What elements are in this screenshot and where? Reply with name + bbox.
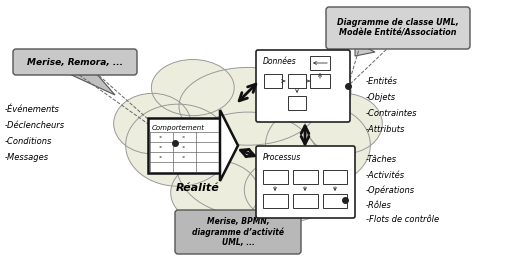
Text: Merise, BPMN,
diagramme d’activité
UML, ...: Merise, BPMN, diagramme d’activité UML, … [192,217,284,247]
Text: -Contraintes: -Contraintes [366,109,417,118]
Ellipse shape [114,93,191,154]
Bar [288,74,306,88]
Polygon shape [270,210,295,225]
Text: -Rôles: -Rôles [366,200,392,209]
Ellipse shape [125,104,230,186]
Bar [323,170,347,184]
Ellipse shape [266,104,370,186]
Text: -Tâches: -Tâches [366,156,397,165]
Polygon shape [355,42,375,56]
Text: -Opérations: -Opérations [366,185,415,195]
Ellipse shape [305,93,382,154]
Bar [263,194,288,208]
Text: Diagramme de classe UML,
Modèle Entité/Association: Diagramme de classe UML, Modèle Entité/A… [337,18,459,38]
Bar [264,74,282,88]
Polygon shape [65,72,115,95]
Text: Merise, Remora, ...: Merise, Remora, ... [27,58,123,67]
FancyBboxPatch shape [256,146,355,218]
Bar [293,170,318,184]
Ellipse shape [179,67,317,145]
FancyBboxPatch shape [175,210,301,254]
Text: -Conditions: -Conditions [5,138,52,147]
Text: -Attributs: -Attributs [366,125,406,134]
Polygon shape [220,110,238,181]
Bar [293,194,318,208]
Bar [148,118,220,173]
Text: -Événements: -Événements [5,106,60,115]
Text: Processus: Processus [263,154,301,163]
Ellipse shape [263,64,351,120]
FancyBboxPatch shape [326,7,470,49]
Text: -Entités: -Entités [366,77,398,86]
Text: Données: Données [263,58,297,67]
Text: Réalité: Réalité [176,183,220,193]
Text: Comportement: Comportement [152,125,205,131]
Bar [288,96,306,110]
Text: -Messages: -Messages [5,154,49,163]
FancyBboxPatch shape [256,50,350,122]
Bar [323,194,347,208]
Text: -Objets: -Objets [366,93,396,102]
Text: -Flots de contrôle: -Flots de contrôle [366,215,439,224]
Text: -Activités: -Activités [366,171,405,180]
Text: -Déclencheurs: -Déclencheurs [5,122,65,131]
Bar [310,74,330,88]
FancyBboxPatch shape [13,49,137,75]
Bar [310,56,330,70]
Ellipse shape [170,160,259,225]
Ellipse shape [244,157,333,222]
Bar [263,170,288,184]
Ellipse shape [152,60,234,116]
Ellipse shape [176,112,320,216]
